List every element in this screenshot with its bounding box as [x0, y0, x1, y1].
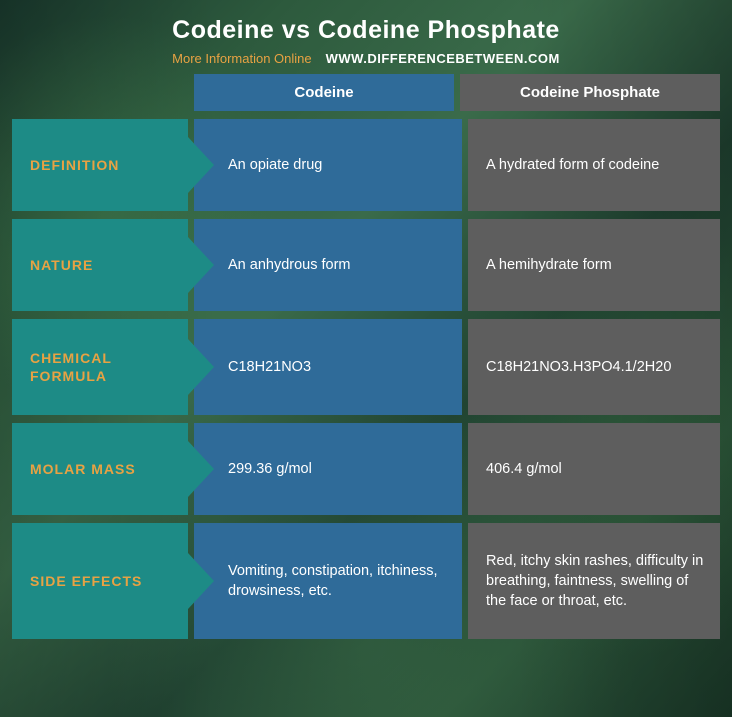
label-wrap: DEFINITION: [12, 119, 188, 211]
comparison-grid: Codeine Codeine Phosphate DEFINITION An …: [12, 74, 720, 639]
cell-nature-col1: An anhydrous form: [194, 219, 462, 311]
arrow-icon: [188, 339, 214, 395]
cell-formula-col2: C18H21NO3.H3PO4.1/2H20: [468, 319, 720, 415]
label-text: DEFINITION: [30, 156, 119, 174]
cell-side-col1: Vomiting, constipation, itchiness, drows…: [194, 523, 462, 639]
cell-molar-col2: 406.4 g/mol: [468, 423, 720, 515]
row-chemical-formula: CHEMICAL FORMULA C18H21NO3 C18H21NO3.H3P…: [12, 319, 720, 415]
label-text: SIDE EFFECTS: [30, 572, 142, 590]
row-label: DEFINITION: [12, 119, 188, 211]
label-wrap: NATURE: [12, 219, 188, 311]
row-label: MOLAR MASS: [12, 423, 188, 515]
row-molar-mass: MOLAR MASS 299.36 g/mol 406.4 g/mol: [12, 423, 720, 515]
label-wrap: CHEMICAL FORMULA: [12, 319, 188, 415]
cell-molar-col1: 299.36 g/mol: [194, 423, 462, 515]
cell-nature-col2: A hemihydrate form: [468, 219, 720, 311]
cell-formula-col1: C18H21NO3: [194, 319, 462, 415]
label-wrap: MOLAR MASS: [12, 423, 188, 515]
col-header-codeine: Codeine: [194, 74, 454, 111]
label-text: NATURE: [30, 256, 93, 274]
arrow-icon: [188, 441, 214, 497]
infographic-container: Codeine vs Codeine Phosphate More Inform…: [0, 0, 732, 651]
label-text: CHEMICAL FORMULA: [30, 349, 188, 385]
row-nature: NATURE An anhydrous form A hemihydrate f…: [12, 219, 720, 311]
col-header-codeine-phosphate: Codeine Phosphate: [460, 74, 720, 111]
subtitle-row: More Information Online WWW.DIFFERENCEBE…: [12, 51, 720, 66]
row-label: SIDE EFFECTS: [12, 523, 188, 639]
cell-definition-col1: An opiate drug: [194, 119, 462, 211]
cell-side-col2: Red, itchy skin rashes, difficulty in br…: [468, 523, 720, 639]
row-label: NATURE: [12, 219, 188, 311]
row-side-effects: SIDE EFFECTS Vomiting, constipation, itc…: [12, 523, 720, 639]
row-label: CHEMICAL FORMULA: [12, 319, 188, 415]
subtitle-left: More Information Online: [172, 51, 311, 66]
cell-definition-col2: A hydrated form of codeine: [468, 119, 720, 211]
page-title: Codeine vs Codeine Phosphate: [12, 16, 720, 45]
column-headers: Codeine Codeine Phosphate: [194, 74, 720, 111]
row-definition: DEFINITION An opiate drug A hydrated for…: [12, 119, 720, 211]
header: Codeine vs Codeine Phosphate More Inform…: [12, 16, 720, 66]
arrow-icon: [188, 137, 214, 193]
label-text: MOLAR MASS: [30, 460, 136, 478]
subtitle-right: WWW.DIFFERENCEBETWEEN.COM: [326, 51, 560, 66]
arrow-icon: [188, 553, 214, 609]
arrow-icon: [188, 237, 214, 293]
label-wrap: SIDE EFFECTS: [12, 523, 188, 639]
